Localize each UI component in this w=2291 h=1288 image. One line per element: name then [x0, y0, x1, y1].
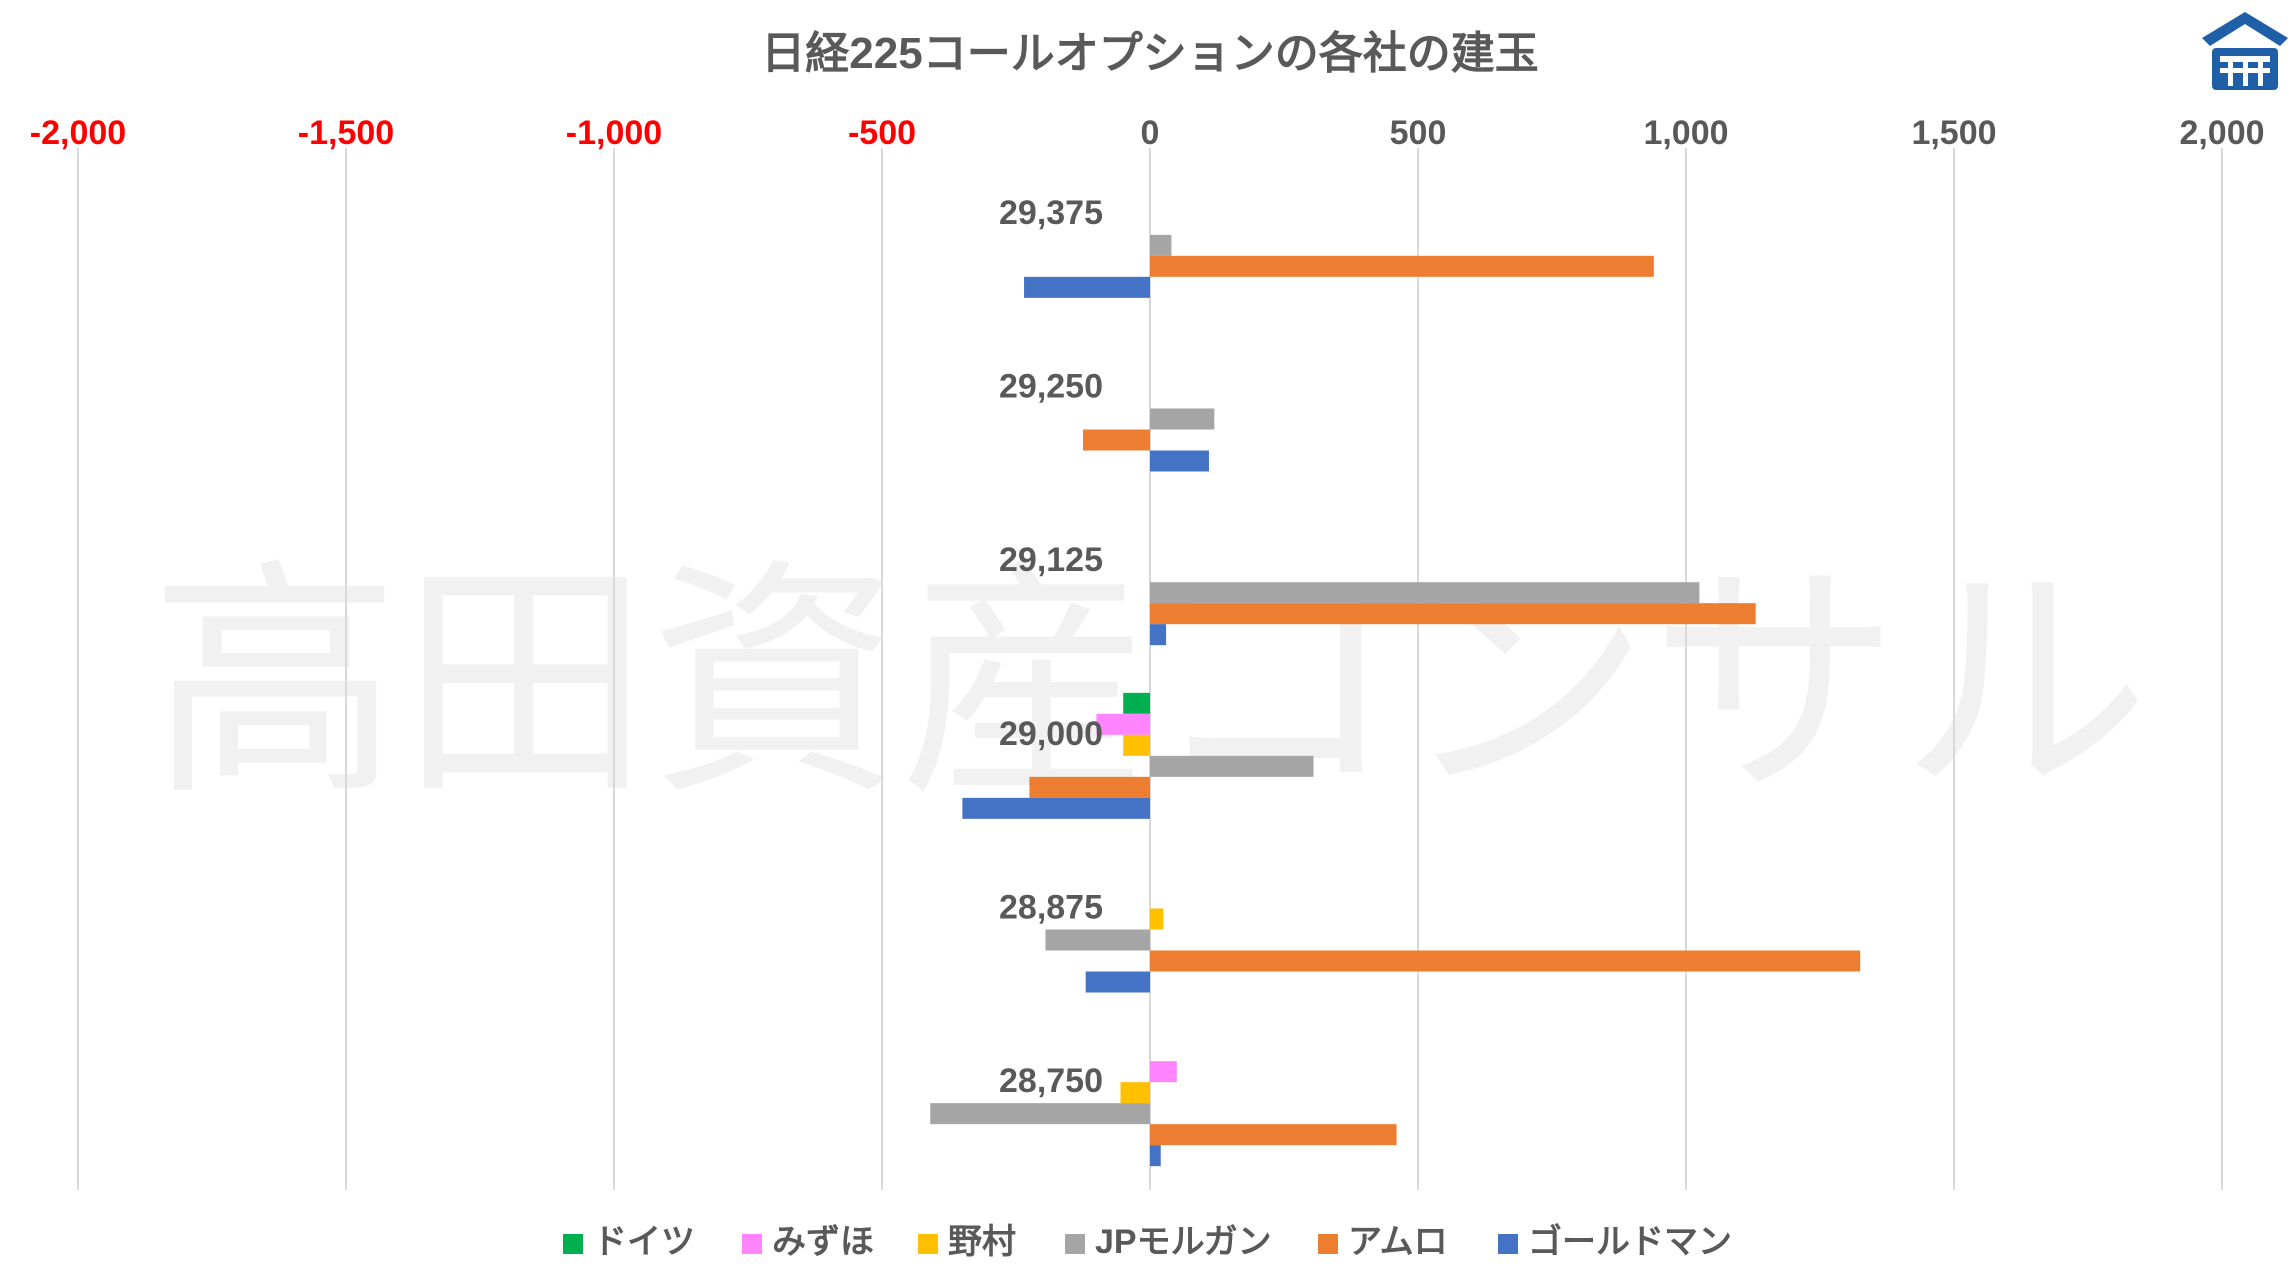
legend-swatch	[918, 1234, 938, 1254]
x-tick-label: 2,000	[2179, 114, 2264, 152]
x-tick-label: -1,500	[298, 114, 394, 152]
bar	[1150, 450, 1209, 472]
bar	[1083, 429, 1150, 451]
x-tick-label: 500	[1390, 114, 1447, 152]
bar	[1150, 234, 1172, 256]
bar	[1150, 950, 1861, 972]
category-label: 29,000	[999, 715, 1103, 753]
legend-label: ゴールドマン	[1528, 1222, 1732, 1261]
chart-title: 日経225コールオプションの各社の建玉	[761, 29, 1538, 78]
x-tick-label: -2,000	[30, 114, 126, 152]
bar	[1029, 776, 1150, 798]
bar	[1096, 713, 1150, 735]
x-tick-label: 0	[1141, 114, 1160, 152]
category-label: 28,875	[999, 889, 1103, 927]
gridlines	[77, 148, 2223, 1190]
category-label: 29,375	[999, 194, 1103, 232]
x-tick-label: -1,000	[566, 114, 662, 152]
legend: ドイツ みずほ 野村 JPモルガン アムロ ゴールドマン	[563, 1222, 1732, 1261]
bar	[1120, 1082, 1150, 1104]
bar	[1150, 755, 1314, 777]
x-axis-tick-labels: -2,000 -1,500 -1,000 -500 0 500 1,000 1,500 2,00…	[30, 114, 2265, 152]
category-label: 29,250	[999, 368, 1103, 406]
bar	[1024, 276, 1150, 298]
legend-swatch	[1498, 1234, 1518, 1254]
bar	[1123, 734, 1150, 756]
category-label: 29,125	[999, 541, 1103, 579]
bar	[1085, 971, 1150, 993]
bar	[1150, 1124, 1397, 1146]
house-roof-logo-icon	[2202, 12, 2288, 90]
legend-swatch	[742, 1234, 762, 1254]
legend-swatch	[563, 1234, 583, 1254]
legend-label: JPモルガン	[1095, 1223, 1272, 1261]
bar	[1150, 603, 1756, 625]
legend-label: 野村	[948, 1223, 1016, 1261]
bar	[962, 797, 1150, 819]
bar	[930, 1103, 1150, 1125]
x-tick-label: -500	[848, 114, 916, 152]
legend-swatch	[1318, 1234, 1338, 1254]
legend-label: アムロ	[1348, 1223, 1448, 1261]
bars	[930, 234, 1861, 1167]
bar	[1150, 255, 1654, 277]
x-tick-label: 1,000	[1643, 114, 1728, 152]
legend-label: ドイツ	[593, 1223, 695, 1261]
legend-swatch	[1065, 1234, 1085, 1254]
bar	[1150, 582, 1700, 604]
bar	[1045, 929, 1150, 951]
legend-label: みずほ	[772, 1223, 874, 1261]
bar	[1150, 1145, 1161, 1167]
bar	[1123, 692, 1150, 714]
bar	[1150, 1061, 1177, 1083]
bar	[1150, 908, 1164, 930]
bar	[1150, 624, 1167, 646]
category-labels: 29,375 29,250 29,125 29,000 28,875 28,750	[999, 194, 1103, 1100]
category-label: 28,750	[999, 1062, 1103, 1100]
x-tick-label: 1,500	[1911, 114, 1996, 152]
bar	[1150, 408, 1215, 430]
